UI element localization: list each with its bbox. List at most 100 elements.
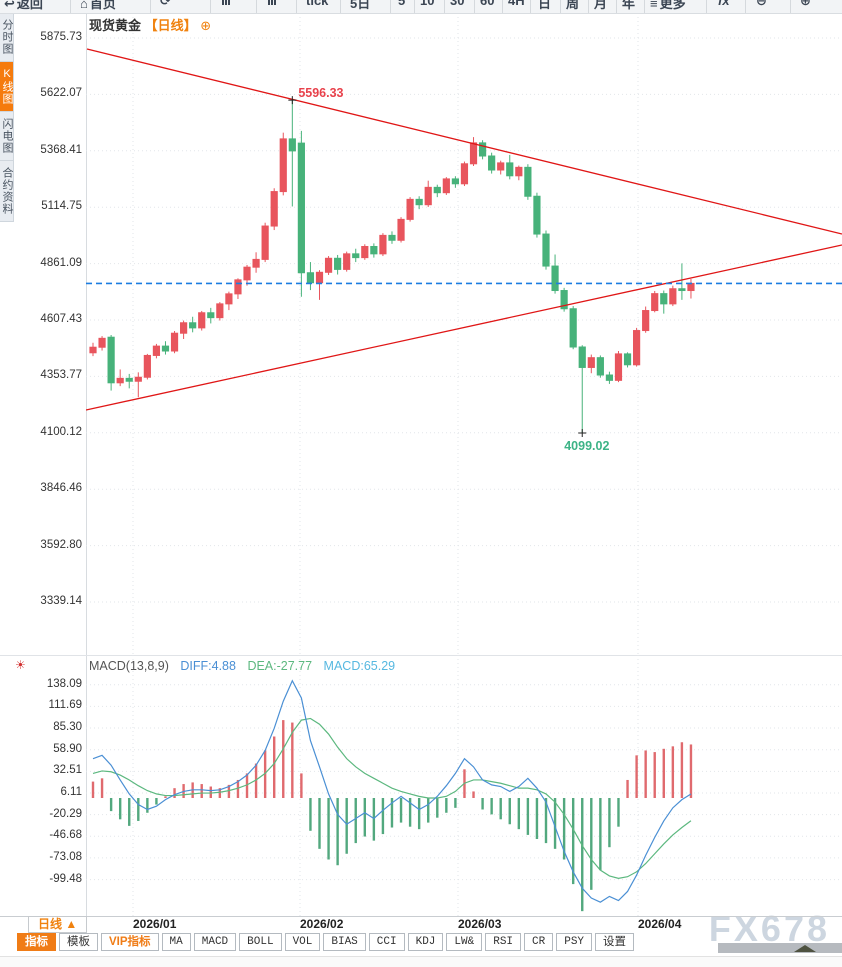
toolbar-item-tf-5d[interactable]: 5日 [350, 0, 370, 12]
price-axis-tick: 3592.80 [40, 538, 82, 551]
toolbar-item-zoom-out[interactable]: ⊖ [756, 0, 769, 9]
toolbar-item-zoom-in[interactable]: ⊕ [800, 0, 813, 9]
period-selector-label: 日线 [38, 917, 63, 931]
indicator-tab-VOL[interactable]: VOL [284, 933, 321, 951]
bar-chart-icon [222, 0, 230, 5]
toolbar-item-label: 30 [450, 0, 465, 8]
toolbar-item-label: 10 [420, 0, 435, 8]
magnifier-minus-icon: ⊖ [756, 0, 767, 8]
toolbar-separator [444, 0, 445, 13]
toolbar-item-more[interactable]: ≡ 更多 [650, 0, 686, 12]
indicator-tabs: 指标 模板 VIP指标 MA MACD BOLL VOL BIAS CCI KDJ LW& RSI CR… [17, 933, 635, 951]
x-axis-month-label: 2026/01 [133, 917, 177, 931]
toolbar-separator [588, 0, 589, 13]
x-axis-month-label: 2026/03 [458, 917, 502, 931]
toolbar-separator [644, 0, 645, 13]
arrow-back-icon: ↩ [4, 0, 15, 11]
macd-dea-value: DEA:-27.77 [247, 659, 313, 673]
toolbar-separator [210, 0, 211, 13]
x-axis-month-label: 2026/02 [300, 917, 344, 931]
chart-title: 现货黄金 【日线】 ⊕ [89, 15, 211, 34]
macd-axis-tick: -20.29 [49, 807, 82, 820]
add-indicator-icon[interactable]: ⊕ [200, 18, 212, 33]
price-axis-tick: 4353.77 [40, 369, 82, 382]
toolbar-item-home[interactable]: ⌂ 首页 [80, 0, 116, 12]
horizontal-scrollbar[interactable] [0, 956, 842, 967]
indicator-tab-BOLL[interactable]: BOLL [239, 933, 282, 951]
toolbar-item-label: 返回 [16, 0, 43, 11]
price-axis-tick: 4861.09 [40, 256, 82, 269]
price-axis-tick: 4100.12 [40, 425, 82, 438]
sidebar-tab-K线图[interactable]: K线图 [0, 62, 14, 112]
indicator-tab-模板[interactable]: 模板 [59, 933, 98, 951]
toolbar-item-tick[interactable]: tick [306, 0, 328, 8]
symbol-name: 现货黄金 [89, 18, 142, 33]
panel-expand-control[interactable] [718, 943, 842, 953]
sidebar-tab-合约资料[interactable]: 合约资料 [0, 161, 14, 222]
macd-axis-tick: 32.51 [53, 764, 82, 777]
toolbar-item-bar-chart[interactable] [222, 0, 230, 8]
indicator-tab-BIAS[interactable]: BIAS [323, 933, 366, 951]
sidebar-tabs: 分时图 K线图 闪电图 合约资料 [0, 13, 14, 222]
toolbar-separator [256, 0, 257, 13]
indicator-tab-VIP指标[interactable]: VIP指标 [101, 933, 159, 951]
toolbar-item-label: 首页 [89, 0, 116, 11]
toolbar-item-label: 5日 [350, 0, 371, 11]
toolbar-item-tf-year[interactable]: 年 [622, 0, 635, 12]
toolbar-item-equalizer[interactable] [268, 0, 276, 8]
macd-axis-tick: -46.68 [49, 829, 82, 842]
macd-chart[interactable] [86, 655, 842, 916]
toolbar-item-tf-30[interactable]: 30 [450, 0, 464, 8]
price-axis-tick: 5368.41 [40, 143, 82, 156]
toolbar-item-label: 更多 [659, 0, 686, 11]
toolbar-separator [616, 0, 617, 13]
x-axis-month-label: 2026/04 [638, 917, 682, 931]
toolbar-separator [414, 0, 415, 13]
toolbar-item-tf-60[interactable]: 60 [480, 0, 494, 8]
toolbar-item-tf-5[interactable]: 5 [398, 0, 405, 8]
toolbar-separator [745, 0, 746, 13]
macd-macd-value: MACD:65.29 [323, 659, 396, 673]
toolbar-item-tf-week[interactable]: 周 [566, 0, 579, 12]
toolbar-item-label: tick [306, 0, 329, 8]
toolbar-item-label: 月 [594, 0, 608, 11]
toolbar-separator [70, 0, 71, 13]
toolbar-item-label: 日 [538, 0, 552, 11]
toolbar-item-tf-day[interactable]: 日 [538, 0, 551, 12]
period-label: 【日线】 [144, 18, 197, 33]
toolbar-item-back[interactable]: ↩ 返回 [4, 0, 43, 12]
indicator-tab-CCI[interactable]: CCI [368, 933, 405, 951]
toolbar-item-fx[interactable]: fx [718, 0, 730, 8]
toolbar-separator [530, 0, 531, 13]
triangle-up-icon: ▲ [65, 917, 78, 931]
macd-axis-tick: 6.11 [60, 785, 82, 798]
sidebar-tab-闪电图[interactable]: 闪电图 [0, 112, 14, 161]
price-chart[interactable]: 5596.33 4099.02 [86, 13, 842, 655]
indicator-tab-LW&[interactable]: LW& [446, 933, 483, 951]
price-axis-tick: 4607.43 [40, 313, 82, 325]
indicator-tab-设置[interactable]: 设置 [595, 933, 635, 951]
indicator-tab-CR[interactable]: CR [524, 933, 554, 951]
indicator-tab-指标[interactable]: 指标 [17, 933, 56, 951]
toolbar-item-refresh[interactable]: ⟳ [160, 0, 173, 9]
indicator-tab-KDJ[interactable]: KDJ [407, 933, 444, 951]
indicator-tab-MA[interactable]: MA [161, 933, 191, 951]
toolbar-item-tf-4h[interactable]: 4H [508, 0, 525, 8]
price-axis-tick: 5114.75 [41, 200, 82, 213]
toolbar-item-label: 60 [480, 0, 495, 8]
period-selector[interactable]: 日线 ▲ [28, 916, 88, 933]
toolbar-separator [502, 0, 503, 13]
macd-axis-tick: -73.08 [49, 850, 82, 863]
indicator-tab-PSY[interactable]: PSY [556, 933, 593, 951]
toolbar-item-tf-10[interactable]: 10 [420, 0, 434, 8]
macd-axis-tick: 138.09 [46, 677, 82, 690]
indicator-settings-icon[interactable]: ☀ [15, 658, 26, 672]
toolbar-item-label: 周 [566, 0, 580, 11]
indicator-tab-MACD[interactable]: MACD [193, 933, 237, 951]
watermark-logo: FX678 [708, 908, 830, 949]
toolbar-item-tf-month[interactable]: 月 [594, 0, 607, 12]
refresh-icon: ⟳ [160, 0, 171, 8]
sidebar-tab-分时图[interactable]: 分时图 [0, 13, 14, 62]
indicator-tab-RSI[interactable]: RSI [485, 933, 522, 951]
price-axis-tick: 5622.07 [40, 87, 82, 100]
